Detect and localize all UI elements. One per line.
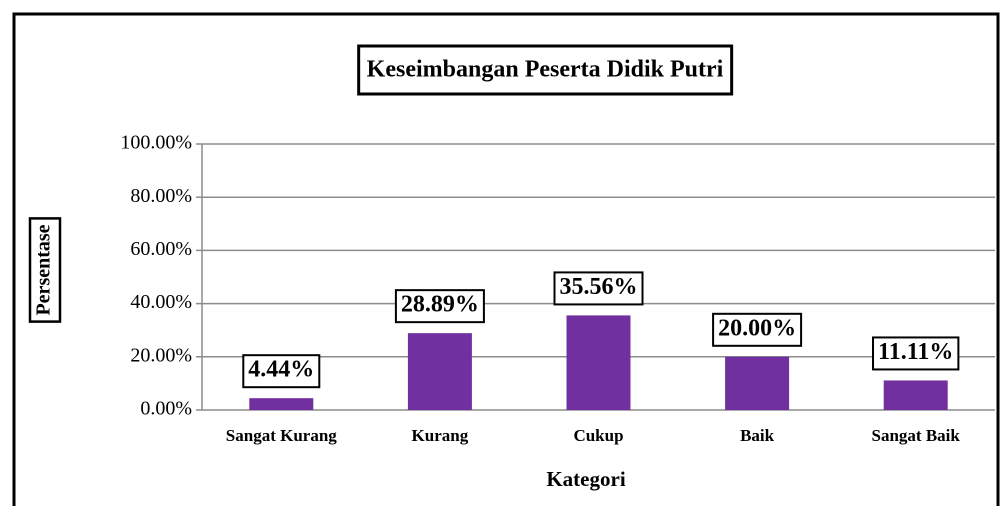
bar	[883, 380, 948, 410]
x-tick-label: Sangat Kurang	[226, 426, 337, 445]
y-tick-label: 80.00%	[130, 185, 192, 207]
y-tick-label: 60.00%	[130, 238, 192, 260]
value-label: 28.89%	[401, 292, 479, 318]
y-tick-label: 0.00%	[140, 398, 192, 420]
title-box	[357, 44, 734, 96]
x-tick-label: Baik	[740, 426, 775, 445]
value-label-box	[242, 354, 321, 389]
y-tick-label: 100.00%	[120, 132, 192, 154]
bar	[249, 398, 314, 410]
x-axis-label: Kategori	[546, 467, 625, 491]
y-tick-label: 40.00%	[130, 291, 192, 313]
value-label-box	[394, 289, 485, 324]
value-label: 11.11%	[878, 339, 953, 365]
value-label-box	[872, 336, 960, 371]
bar	[725, 356, 790, 410]
value-label: 20.00%	[718, 315, 796, 341]
value-label: 4.44%	[248, 357, 314, 383]
y-label-box	[28, 217, 62, 323]
x-tick-label: Kurang	[412, 426, 469, 445]
x-tick-label: Cukup	[573, 426, 623, 445]
chart-border	[12, 12, 1000, 506]
y-axis-label: Persentase	[33, 224, 55, 315]
x-tick-label: Sangat Baik	[872, 426, 961, 445]
bar	[407, 333, 472, 410]
chart-title: Keseimbangan Peserta Didik Putri	[367, 57, 724, 83]
value-label: 35.56%	[560, 274, 638, 300]
bar	[566, 315, 631, 410]
y-tick-label: 20.00%	[130, 344, 192, 366]
value-label-box	[553, 271, 644, 306]
value-label-box	[712, 312, 803, 347]
